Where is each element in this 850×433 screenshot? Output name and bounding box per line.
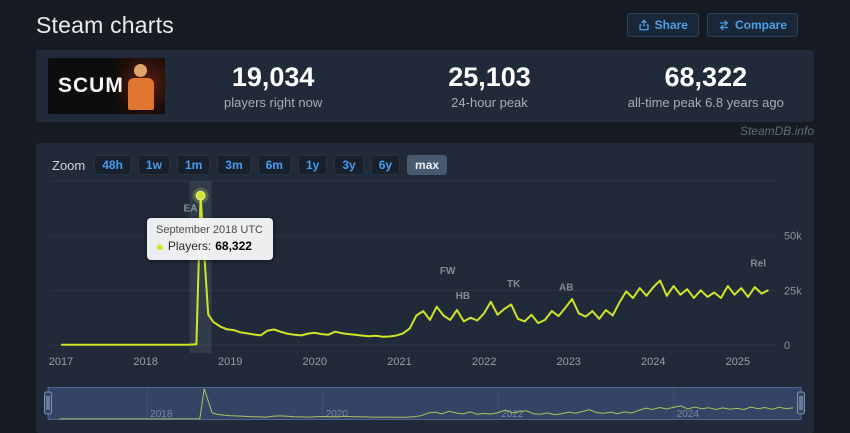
players-chart[interactable]: EA FW HB TK AB Rel 2017 2018 2019 2020 2021 2022 202…: [36, 178, 814, 378]
share-button[interactable]: Share: [626, 13, 699, 37]
game-capsule[interactable]: SCUM: [48, 58, 165, 114]
y-tick-50k: 50k: [784, 231, 802, 243]
stat-label: players right now: [224, 95, 323, 111]
x-tick-2017: 2017: [49, 356, 73, 368]
header-actions: Share Compare: [626, 13, 798, 37]
y-axis-labels: 0 25k 50k: [784, 231, 802, 352]
x-tick-2020: 2020: [303, 356, 327, 368]
zoom-range-1m[interactable]: 1m: [176, 155, 211, 175]
x-tick-2018: 2018: [133, 356, 157, 368]
share-icon: [638, 19, 649, 31]
annotation-Rel[interactable]: Rel: [750, 258, 766, 269]
stat-24h-peak: 25,103 24-hour peak: [381, 62, 597, 110]
game-art: [117, 58, 165, 114]
y-tick-0: 0: [784, 340, 790, 352]
share-label: Share: [654, 18, 688, 32]
watermark: SteamDB.info: [739, 124, 814, 138]
compare-icon: [719, 20, 729, 31]
annotation-FW[interactable]: FW: [440, 266, 456, 277]
x-tick-2022: 2022: [472, 356, 496, 368]
zoom-range-max[interactable]: max: [407, 155, 448, 175]
topbar: Steam charts Share Compare: [0, 0, 850, 50]
tooltip-value: 68,322: [215, 239, 252, 253]
navigator-handle-left[interactable]: [44, 391, 52, 415]
tooltip-row: ● Players: 68,322: [156, 239, 263, 253]
chart-navigator[interactable]: 2018 2020 2022 2024: [36, 387, 814, 420]
x-tick-2023: 2023: [556, 356, 580, 368]
navigator-year-label-2018: 2018: [150, 409, 173, 420]
navigator-year-label-2024: 2024: [677, 409, 700, 420]
game-logo-text: SCUM: [58, 74, 124, 97]
annotation-TK[interactable]: TK: [507, 279, 521, 290]
tooltip-date: September 2018 UTC: [156, 224, 263, 236]
zoom-range-1w[interactable]: 1w: [137, 155, 170, 175]
navigator-handle-right[interactable]: [797, 391, 805, 415]
character-body: [128, 78, 154, 110]
zoom-range-1y[interactable]: 1y: [297, 155, 328, 175]
tooltip-series-label: Players:: [167, 239, 212, 253]
stat-label: all-time peak 6.8 years ago: [627, 95, 784, 111]
annotation-HB[interactable]: HB: [456, 291, 470, 302]
annotation-AB[interactable]: AB: [559, 282, 573, 293]
stat-current-players: 19,034 players right now: [165, 62, 381, 110]
event-annotations: EA FW HB TK AB Rel: [184, 204, 767, 303]
zoom-buttons: 48h 1w 1m 3m 6m 1y 3y 6y max: [94, 155, 448, 175]
selected-point-marker[interactable]: [195, 190, 206, 201]
character-head: [134, 64, 147, 77]
stat-label: 24-hour peak: [451, 95, 528, 111]
x-axis-labels: 2017 2018 2019 2020 2021 2022 2023 2024 2025: [49, 356, 750, 368]
zoom-label: Zoom: [52, 157, 86, 173]
annotation-EA[interactable]: EA: [184, 204, 198, 215]
navigator-selection[interactable]: [47, 387, 802, 420]
x-tick-2024: 2024: [641, 356, 665, 368]
chart-tooltip: September 2018 UTC ● Players: 68,322: [147, 218, 273, 260]
chart-panel: Zoom 48h 1w 1m 3m 6m 1y 3y 6y max EA FW HB TK AB Rel 2…: [36, 143, 814, 433]
x-tick-2019: 2019: [218, 356, 242, 368]
zoom-range-48h[interactable]: 48h: [94, 155, 131, 175]
stat-value: 25,103: [448, 61, 531, 92]
zoom-range-3m[interactable]: 3m: [217, 155, 251, 175]
zoom-range-6m[interactable]: 6m: [257, 155, 291, 175]
x-tick-2025: 2025: [726, 356, 750, 368]
y-tick-25k: 25k: [784, 285, 802, 297]
chart-area[interactable]: EA FW HB TK AB Rel 2017 2018 2019 2020 2021 2022 202…: [36, 178, 814, 378]
players-line[interactable]: [61, 194, 769, 346]
navigator-year-label-2020: 2020: [326, 409, 349, 420]
compare-button[interactable]: Compare: [706, 13, 798, 37]
stat-value: 68,322: [664, 61, 748, 92]
zoom-range-6y[interactable]: 6y: [370, 155, 401, 175]
navigator-line: [59, 388, 794, 420]
x-tick-2021: 2021: [387, 356, 411, 368]
series-dot-icon: ●: [156, 238, 164, 254]
navigator-year-label-2022: 2022: [501, 409, 524, 420]
page-title: Steam charts: [36, 11, 174, 38]
zoom-toolbar: Zoom 48h 1w 1m 3m 6m 1y 3y 6y max: [36, 143, 814, 178]
stat-value: 19,034: [231, 61, 315, 92]
compare-label: Compare: [734, 18, 787, 32]
stats-panel: SCUM 19,034 players right now 25,103 24-…: [36, 50, 814, 122]
zoom-range-3y[interactable]: 3y: [334, 155, 364, 175]
stat-alltime-peak: 68,322 all-time peak 6.8 years ago: [598, 62, 814, 110]
